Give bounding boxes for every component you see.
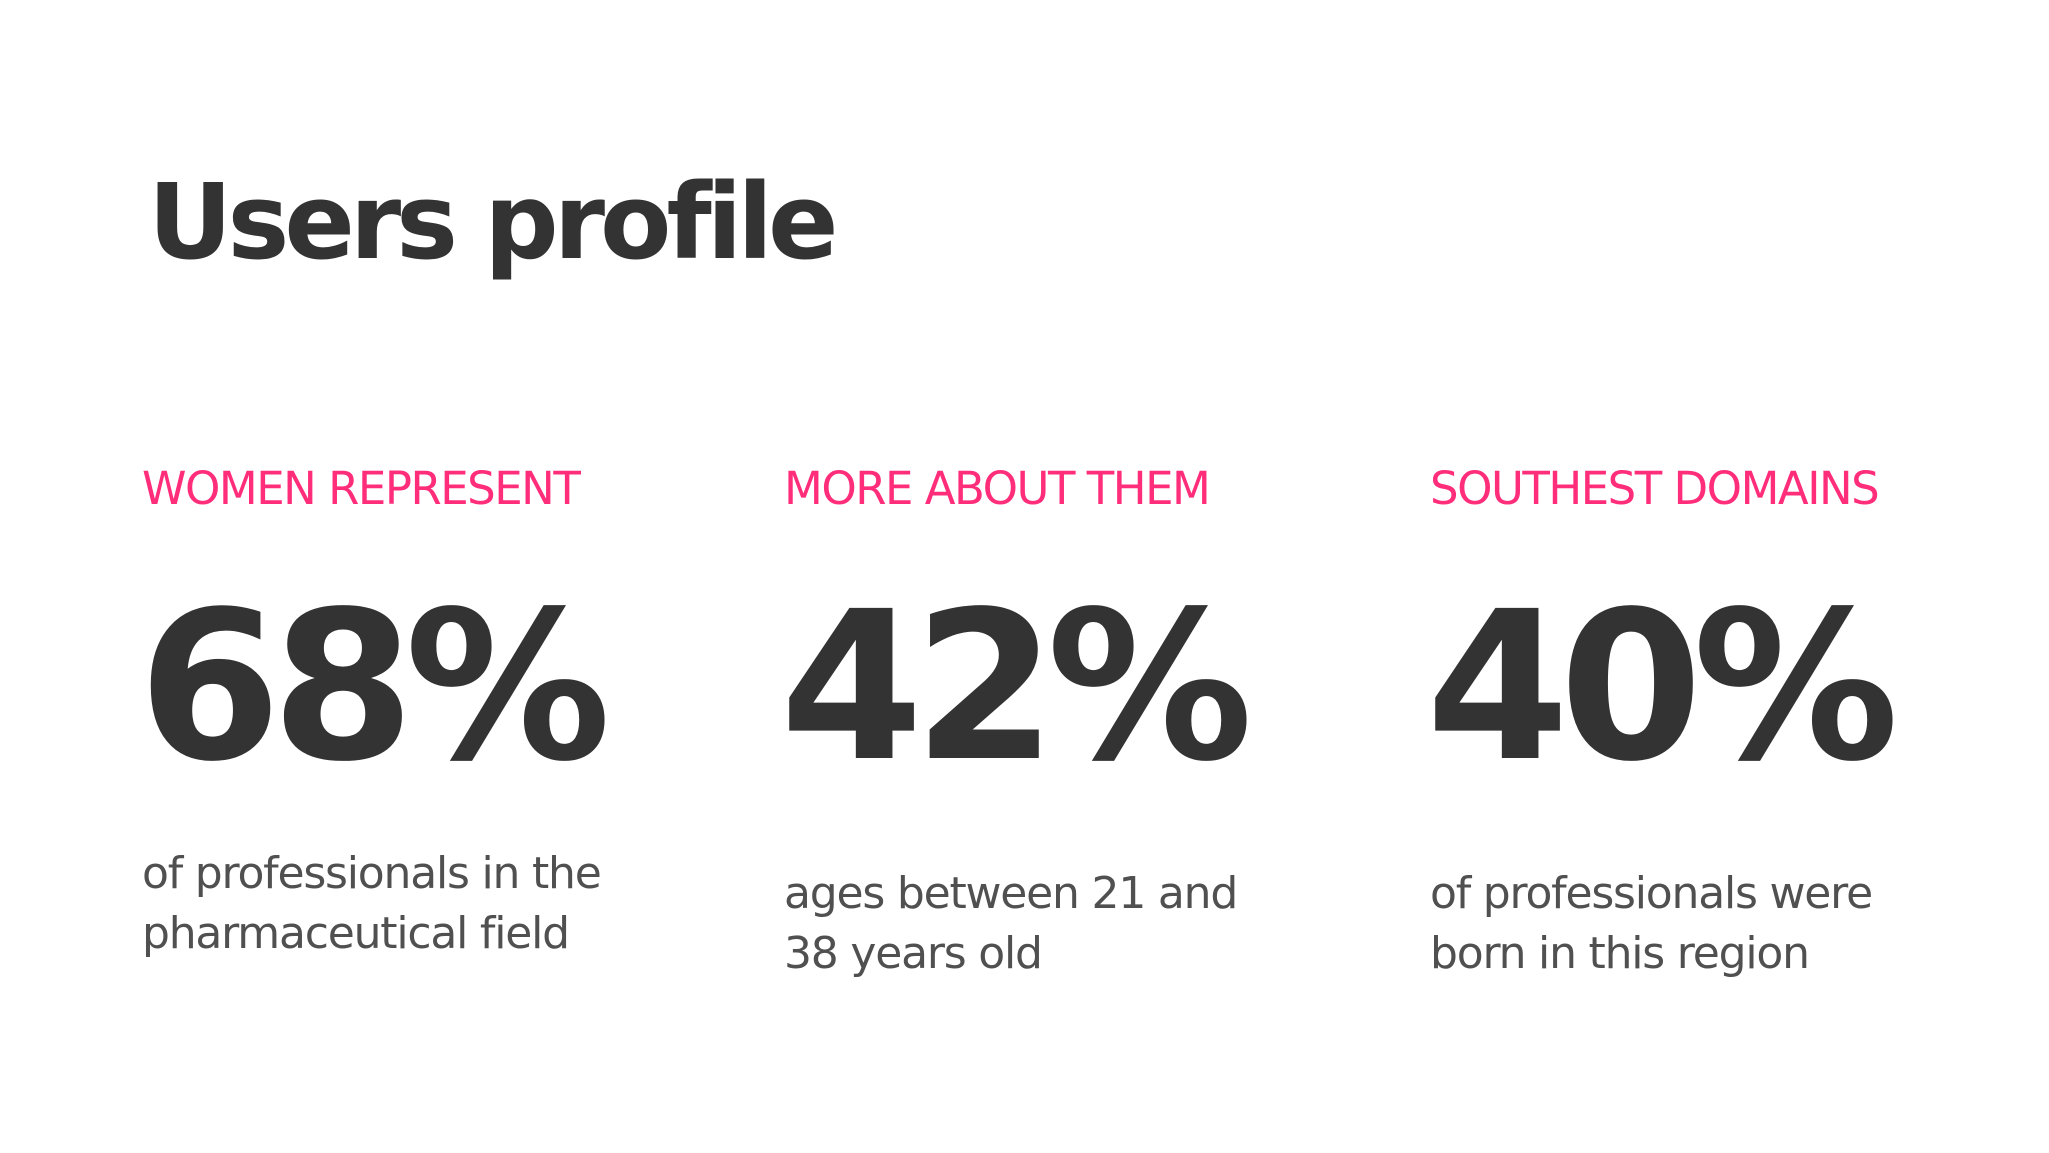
stat-card-age: MORE ABOUT THEM 42% ages between 21 and … bbox=[780, 462, 1344, 979]
stat-label: MORE ABOUT THEM bbox=[784, 462, 1211, 515]
stat-label: WOMEN REPRESENT bbox=[142, 462, 581, 515]
stat-description: of professionals in the pharmaceutical f… bbox=[142, 844, 602, 964]
page-title: Users profile bbox=[148, 161, 839, 283]
stat-description-line: 38 years old bbox=[784, 927, 1043, 979]
stat-value: 68% bbox=[138, 567, 611, 807]
stat-description-line: born in this region bbox=[1430, 927, 1810, 979]
stat-description: of professionals were born in this regio… bbox=[1430, 864, 1873, 984]
stat-description-line: of professionals in the bbox=[142, 848, 602, 899]
stat-value: 42% bbox=[780, 567, 1253, 807]
stat-card-region: SOUTHEST DOMAINS 40% of professionals we… bbox=[1426, 462, 1990, 979]
stat-description-line: of professionals were bbox=[1430, 868, 1873, 919]
stat-description-line: ages between 21 and bbox=[784, 868, 1238, 919]
stat-description-line: pharmaceutical field bbox=[142, 907, 570, 959]
stat-value: 40% bbox=[1426, 567, 1899, 807]
stat-label: SOUTHEST DOMAINS bbox=[1430, 462, 1880, 515]
stat-description: ages between 21 and 38 years old bbox=[784, 864, 1238, 984]
stat-card-women: WOMEN REPRESENT 68% of professionals in … bbox=[138, 462, 702, 959]
